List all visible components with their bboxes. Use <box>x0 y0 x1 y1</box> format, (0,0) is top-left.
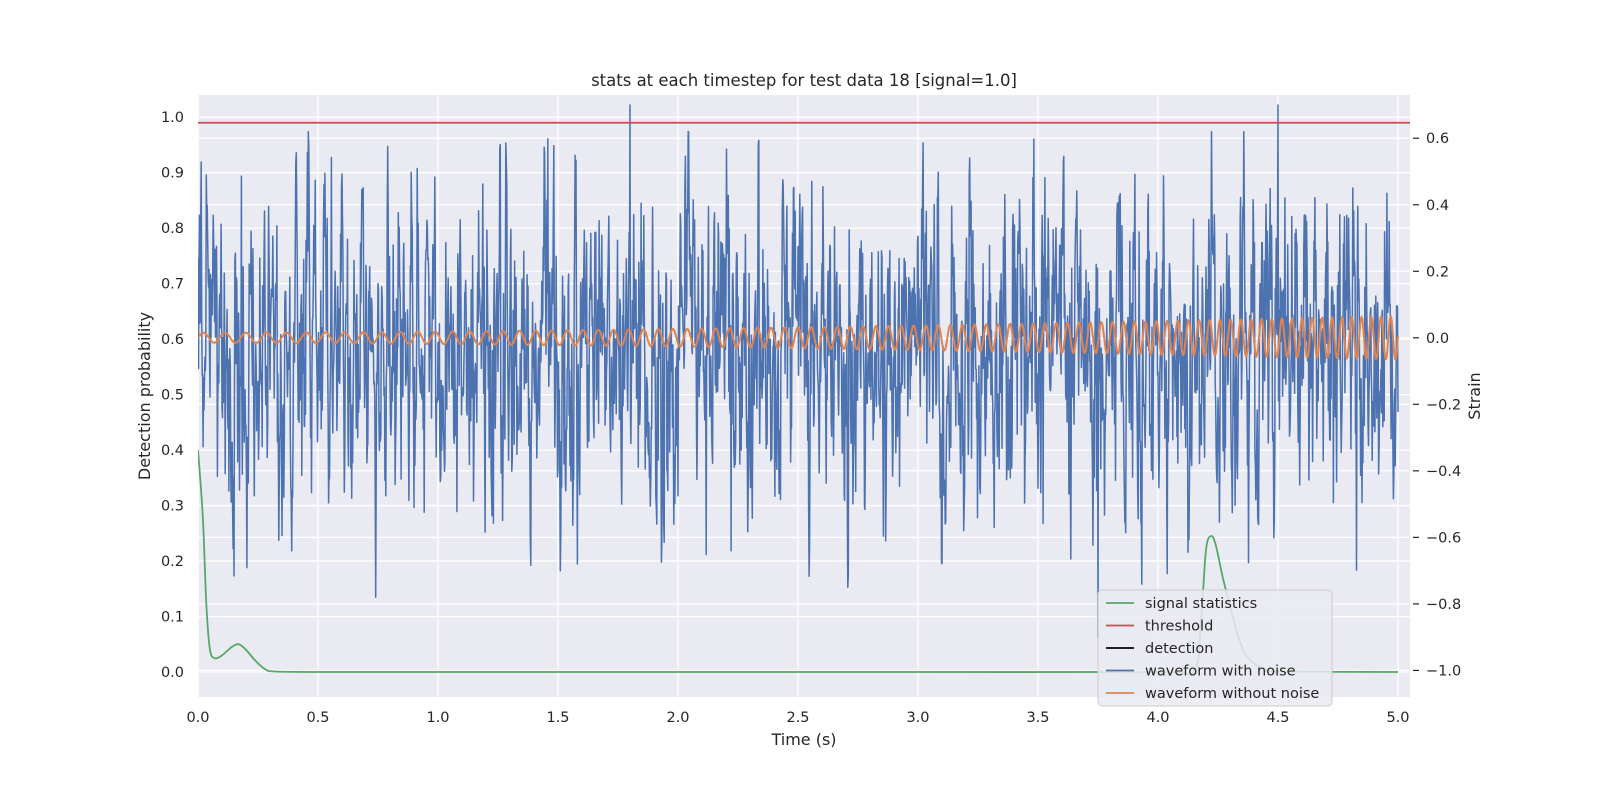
chart-title: stats at each timestep for test data 18 … <box>591 71 1017 90</box>
y-right-tick-label: 0.2 <box>1426 264 1449 280</box>
x-tick-label: 4.5 <box>1266 710 1289 726</box>
legend-label: waveform without noise <box>1145 686 1319 702</box>
legend-label: detection <box>1145 641 1213 657</box>
legend-box <box>1097 589 1333 707</box>
y-left-tick-label: 0.6 <box>161 332 184 348</box>
x-tick-label: 5.0 <box>1386 710 1409 726</box>
y-right-tick-label: −0.2 <box>1426 397 1461 413</box>
y-right-tick-label: 0.6 <box>1426 131 1449 147</box>
y-right-tick-label: −0.4 <box>1426 464 1461 480</box>
y-left-tick-label: 0.9 <box>161 166 184 182</box>
y-left-tick-label: 0.2 <box>161 554 184 570</box>
legend-label: threshold <box>1145 619 1213 635</box>
y-left-tick-label: 0.3 <box>161 499 184 515</box>
y-left-tick-label: 0.7 <box>161 277 184 293</box>
x-tick-label: 0.0 <box>186 710 209 726</box>
y-axis-left-label: Detection probability <box>135 312 154 480</box>
y-left-tick-label: 0.4 <box>161 443 184 459</box>
y-left-tick-label: 0.8 <box>161 221 184 237</box>
y-axis-right-label: Strain <box>1465 372 1484 419</box>
x-tick-label: 3.5 <box>1026 710 1049 726</box>
legend: signal statistics threshold detection wavef… <box>1097 589 1333 707</box>
y-right-tick-label: −0.8 <box>1426 597 1461 613</box>
y-axis-left: 0.0 0.1 0.2 0.3 0.4 0.5 0.6 0.7 0.8 0.9 1.0 <box>161 110 184 681</box>
y-left-tick-label: 0.0 <box>161 665 184 681</box>
legend-label: signal statistics <box>1145 596 1257 612</box>
x-tick-label: 2.5 <box>786 710 809 726</box>
series-line-waveform-without-noise <box>198 314 1399 361</box>
x-axis-label: Time (s) <box>770 730 836 749</box>
x-tick-label: 2.0 <box>666 710 689 726</box>
series-line-waveform-with-noise <box>198 104 1399 638</box>
y-left-tick-label: 0.5 <box>161 388 184 404</box>
y-right-tick-label: −0.6 <box>1426 530 1461 546</box>
legend-label: waveform with noise <box>1145 664 1296 680</box>
x-tick-label: 4.0 <box>1146 710 1169 726</box>
x-tick-label: 1.5 <box>546 710 569 726</box>
x-tick-label: 3.0 <box>906 710 929 726</box>
y-left-tick-label: 1.0 <box>161 110 184 126</box>
x-axis: 0.0 0.5 1.0 1.5 2.0 2.5 3.0 3.5 4.0 4.5 5.0 <box>186 710 1409 726</box>
y-axis-right: −1.0 −0.8 −0.6 −0.4 −0.2 0.0 0.2 0.4 0.6 <box>1413 131 1461 679</box>
y-right-tick-label: −1.0 <box>1426 663 1461 679</box>
y-right-tick-label: 0.4 <box>1426 198 1449 214</box>
x-tick-label: 0.5 <box>306 710 329 726</box>
y-right-tick-label: 0.0 <box>1426 331 1449 347</box>
y-left-tick-label: 0.1 <box>161 610 184 626</box>
x-tick-label: 1.0 <box>426 710 449 726</box>
